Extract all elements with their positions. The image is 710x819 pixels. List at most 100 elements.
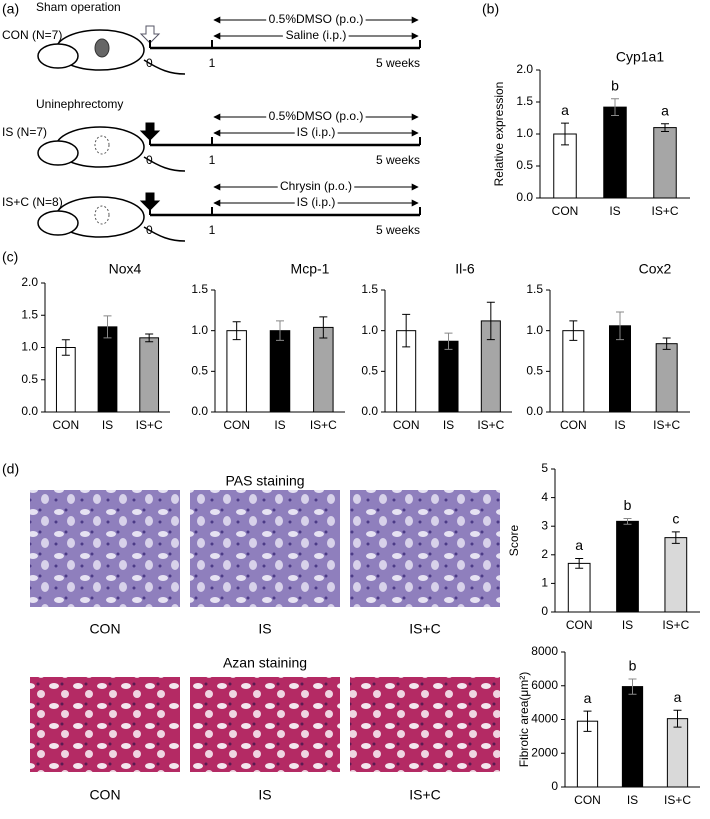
y-tick-label: 1.5: [21, 307, 38, 321]
x-tick-label: IS: [622, 618, 633, 632]
y-axis-label: Relative expression: [492, 82, 506, 187]
x-tick-label: CON: [560, 418, 587, 432]
timeline-label: 0: [146, 56, 153, 70]
y-tick-label: 0.0: [361, 404, 378, 418]
significance-letter: b: [611, 78, 619, 94]
y-tick-label: 0: [541, 604, 548, 618]
mouse-head: [37, 140, 79, 166]
y-tick-label: 4000: [531, 712, 558, 726]
y-tick-label: 2.0: [516, 62, 533, 76]
error-bar: [583, 710, 592, 732]
y-tick-label: 0.5: [526, 364, 543, 378]
error-bar: [145, 333, 154, 343]
bar: [55, 347, 76, 413]
timeline-label: 5 weeks: [376, 56, 420, 70]
operation-arrow: [139, 122, 161, 141]
error-bar: [623, 517, 632, 525]
y-tick-label: 0.0: [526, 404, 543, 418]
y-tick-label: 0.5: [516, 158, 533, 172]
y-tick-label: 0.5: [191, 364, 208, 378]
chart-title: Il-6: [455, 261, 475, 277]
error-bar: [103, 315, 112, 339]
bar: [666, 718, 689, 788]
panel-label: (d): [2, 461, 19, 477]
micrograph-label: IS: [258, 787, 271, 803]
error-bar: [319, 316, 328, 339]
timeline-label: 0: [146, 153, 153, 167]
group-label: CON (N=7): [2, 28, 62, 42]
x-tick-label: IS: [627, 793, 638, 807]
treatment-label: IS (i.p.): [297, 125, 336, 139]
y-tick-label: 1.0: [516, 126, 533, 140]
operation-arrow: [139, 192, 161, 211]
chart-title: Cyp1a1: [616, 49, 664, 65]
bar: [653, 127, 677, 199]
y-tick-label: 0.5: [361, 364, 378, 378]
y-tick-label: 6000: [531, 678, 558, 692]
bar: [139, 337, 160, 413]
micrograph: [190, 677, 340, 772]
timeline-label: 0: [146, 223, 153, 237]
y-tick-label: 2000: [531, 745, 558, 759]
bar: [269, 330, 291, 413]
significance-letter: a: [575, 537, 583, 553]
chart-title: Cox2: [639, 261, 672, 277]
y-tick-label: 1.0: [21, 340, 38, 354]
procedure-label: Uninephrectomy: [36, 97, 123, 111]
micrograph: [30, 490, 180, 607]
mouse-tail: [143, 156, 186, 172]
panel-label: (c): [2, 249, 18, 265]
x-tick-label: IS+C: [477, 418, 504, 432]
significance-letter: b: [624, 497, 632, 513]
error-bar: [561, 122, 569, 146]
treatment-label: 0.5%DMSO (p.o.): [269, 109, 364, 123]
operation-arrow: [139, 25, 161, 44]
y-tick-label: 1.0: [191, 323, 208, 337]
micrographs: [30, 490, 500, 772]
y-tick-label: 1.0: [361, 323, 378, 337]
y-tick-label: 2.0: [21, 275, 38, 289]
x-tick-label: CON: [393, 418, 420, 432]
mouse-head: [37, 210, 79, 236]
y-tick-label: 8000: [531, 644, 558, 658]
significance-letter: a: [661, 102, 669, 118]
x-tick-label: IS: [443, 418, 454, 432]
error-bar: [671, 531, 680, 544]
significance-letter: a: [674, 689, 682, 705]
mouse-head: [37, 43, 79, 69]
timeline-label: 1: [209, 153, 216, 167]
y-tick-label: 1.0: [526, 323, 543, 337]
y-tick-label: 1.5: [526, 282, 543, 296]
micrograph-label: CON: [89, 621, 120, 637]
error-bar: [661, 123, 669, 132]
y-axis-label: Fibrotic area(μm²): [517, 672, 531, 768]
kidney: [94, 38, 110, 58]
y-tick-label: 2: [541, 547, 548, 561]
bar: [438, 340, 459, 413]
group-label: IS (N=7): [2, 125, 47, 139]
error-bar: [628, 678, 637, 695]
bar: [621, 686, 644, 788]
y-tick-label: 1: [541, 576, 548, 590]
error-bar: [611, 98, 619, 116]
error-bar: [616, 311, 624, 341]
bar: [97, 326, 118, 413]
timeline-label: 5 weeks: [376, 153, 420, 167]
y-tick-label: 0: [551, 779, 558, 793]
y-tick-label: 0.0: [516, 190, 533, 204]
error-bar: [61, 339, 70, 356]
x-tick-label: IS+C: [136, 418, 163, 432]
x-tick-label: CON: [223, 418, 250, 432]
x-tick-label: IS+C: [653, 418, 680, 432]
error-bar: [402, 313, 411, 348]
bar: [664, 537, 688, 613]
significance-letter: a: [561, 102, 569, 118]
micrograph: [30, 677, 180, 772]
error-bar: [232, 321, 241, 341]
bar: [562, 330, 585, 413]
timeline-label: 1: [209, 223, 216, 237]
y-tick-label: 0.0: [21, 404, 38, 418]
treatment-label: Saline (i.p.): [286, 28, 347, 42]
x-tick-label: IS+C: [310, 418, 337, 432]
